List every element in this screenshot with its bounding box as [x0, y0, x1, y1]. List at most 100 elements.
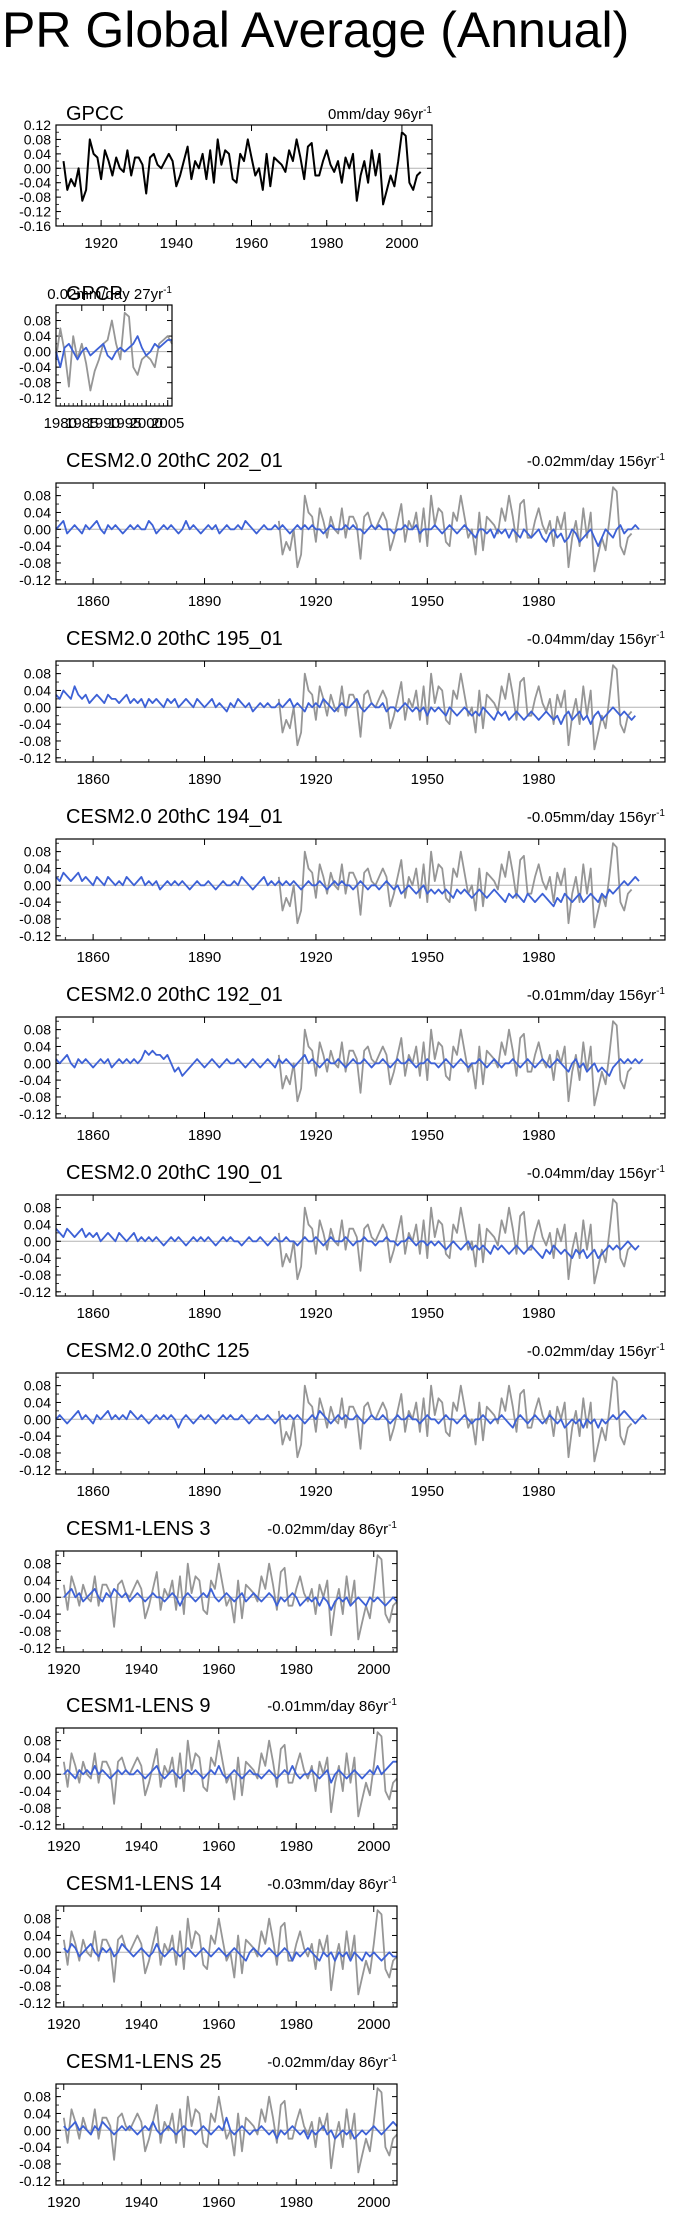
x-tick-label: 1940: [125, 1661, 158, 1678]
y-tick-label: -0.08: [19, 1800, 51, 1816]
x-tick-label: 1920: [47, 2016, 80, 2033]
panel-title: CESM1-LENS 14: [66, 1873, 222, 1895]
x-tick-label: 2000: [130, 415, 163, 432]
series-line-model: [63, 1760, 397, 1784]
x-tick-label: 1940: [125, 2194, 158, 2211]
x-tick-label: 1985: [65, 415, 98, 432]
y-tick-label: -0.08: [19, 1978, 51, 1994]
x-tick-label: 1940: [125, 2016, 158, 2033]
x-tick-label: 1980: [280, 2194, 313, 2211]
x-tick-label: 1890: [188, 949, 221, 966]
x-tick-label: 1960: [235, 235, 268, 252]
y-tick-label: 0.08: [24, 844, 51, 860]
x-tick-label: 1860: [76, 1127, 109, 1144]
x-tick-label: 1920: [299, 771, 332, 788]
plot-frame: [55, 1372, 666, 1475]
y-tick-label: 0.08: [24, 1911, 51, 1927]
trend-exponent: -1: [388, 2053, 397, 2064]
y-tick-label: -0.04: [19, 1250, 51, 1266]
panel-lens-14: CESM1-LENS 14 -0.03mm/day 86yr-1 0.080.040…: [19, 1873, 398, 2033]
trend-exponent: -1: [388, 1697, 397, 1708]
x-tick-label: 1980: [280, 1661, 313, 1678]
panel-trend-label: 0mm/day 96yr-1: [328, 105, 432, 123]
plot-frame: [55, 124, 433, 227]
x-tick-label: 2000: [357, 2016, 390, 2033]
panel-trend-label: -0.01mm/day 86yr-1: [267, 1697, 397, 1715]
y-tick-label: 0.00: [24, 877, 51, 893]
panel-lens-3: CESM1-LENS 3 -0.02mm/day 86yr-1 0.080.040.…: [19, 1518, 398, 1678]
x-tick-label: 2000: [385, 235, 418, 252]
x-tick-label: 1960: [202, 1838, 235, 1855]
y-tick-label: 0.08: [24, 2089, 51, 2105]
y-tick-label: -0.04: [19, 2139, 51, 2155]
plot-frame: [55, 838, 666, 941]
x-tick-label: 1950: [411, 949, 444, 966]
y-tick-label: 0.00: [24, 521, 51, 537]
panel-lens-25: CESM1-LENS 25 -0.02mm/day 86yr-1 0.080.040…: [19, 2051, 398, 2211]
y-tick-label: -0.12: [19, 928, 51, 944]
x-tick-label: 1960: [202, 2194, 235, 2211]
trend-exponent: -1: [656, 986, 665, 997]
x-tick-label: 1980: [522, 771, 555, 788]
trend-value: -0.03mm/day 86yr: [267, 1876, 388, 1893]
x-tick-label: 1980: [522, 1127, 555, 1144]
y-tick-label: -0.12: [19, 204, 51, 220]
y-tick-label: -0.08: [19, 555, 51, 571]
series-line-observed: [277, 1376, 633, 1463]
series-line-observed: [277, 664, 633, 751]
x-tick-label: 1980: [280, 1838, 313, 1855]
trend-exponent: -1: [656, 808, 665, 819]
x-tick-label: 1940: [125, 1838, 158, 1855]
y-tick-label: -0.12: [19, 572, 51, 588]
trend-exponent: -1: [388, 1875, 397, 1886]
panel-cesm2-190: CESM2.0 20thC 190_01 -0.04mm/day 156yr-1 0…: [19, 1162, 666, 1322]
x-tick-label: 1860: [76, 771, 109, 788]
plot-frame: [55, 1905, 398, 2008]
series-line-model: [55, 520, 640, 547]
panel-trend-label: -0.05mm/day 156yr-1: [527, 808, 666, 826]
x-tick-label: 2000: [357, 1838, 390, 1855]
trend-value: 0mm/day 96yr: [328, 106, 423, 123]
series-line-observed: [277, 486, 633, 573]
y-tick-label: -0.12: [19, 1640, 51, 1656]
panel-trend-label: 0.02mm/day 27yr-1: [47, 285, 172, 303]
y-tick-label: 0.00: [24, 1589, 51, 1605]
trend-exponent: -1: [656, 1164, 665, 1175]
series-line-model: [55, 1410, 648, 1429]
y-tick-label: 0.04: [24, 1216, 51, 1232]
trend-value: -0.02mm/day 86yr: [267, 1521, 388, 1538]
y-tick-label: 0.08: [24, 666, 51, 682]
x-tick-label: 1940: [160, 235, 193, 252]
y-tick-label: -0.12: [19, 750, 51, 766]
x-tick-label: 1980: [310, 235, 343, 252]
trend-exponent: -1: [388, 1520, 397, 1531]
y-tick-label: 0.08: [24, 131, 51, 147]
y-tick-label: -0.08: [19, 1623, 51, 1639]
trend-value: -0.05mm/day 156yr: [527, 809, 656, 826]
y-tick-label: -0.08: [19, 1089, 51, 1105]
y-tick-label: -0.12: [19, 1106, 51, 1122]
panel-trend-label: -0.01mm/day 156yr-1: [527, 986, 666, 1004]
trend-exponent: -1: [163, 285, 172, 296]
y-tick-label: -0.08: [19, 1267, 51, 1283]
panel-title: CESM1-LENS 9: [66, 1695, 211, 1717]
trend-value: -0.02mm/day 156yr: [527, 453, 656, 470]
y-tick-label: 0.04: [24, 2105, 51, 2121]
plot-frame: [55, 2083, 398, 2186]
y-tick-label: 0.04: [24, 146, 51, 162]
y-tick-label: 0.00: [24, 1055, 51, 1071]
y-tick-label: -0.08: [19, 1445, 51, 1461]
y-tick-label: 0.08: [24, 1378, 51, 1394]
y-tick-label: -0.12: [19, 1995, 51, 2011]
y-tick-label: 0.00: [24, 1233, 51, 1249]
y-tick-label: -0.12: [19, 390, 51, 406]
x-tick-label: 1980: [522, 1305, 555, 1322]
y-tick-label: -0.08: [19, 2156, 51, 2172]
y-tick-label: 0.08: [24, 1022, 51, 1038]
x-tick-label: 1960: [202, 2016, 235, 2033]
x-tick-label: 1890: [188, 1483, 221, 1500]
y-tick-label: -0.04: [19, 1606, 51, 1622]
x-tick-label: 1920: [299, 949, 332, 966]
y-tick-label: -0.04: [19, 1783, 51, 1799]
